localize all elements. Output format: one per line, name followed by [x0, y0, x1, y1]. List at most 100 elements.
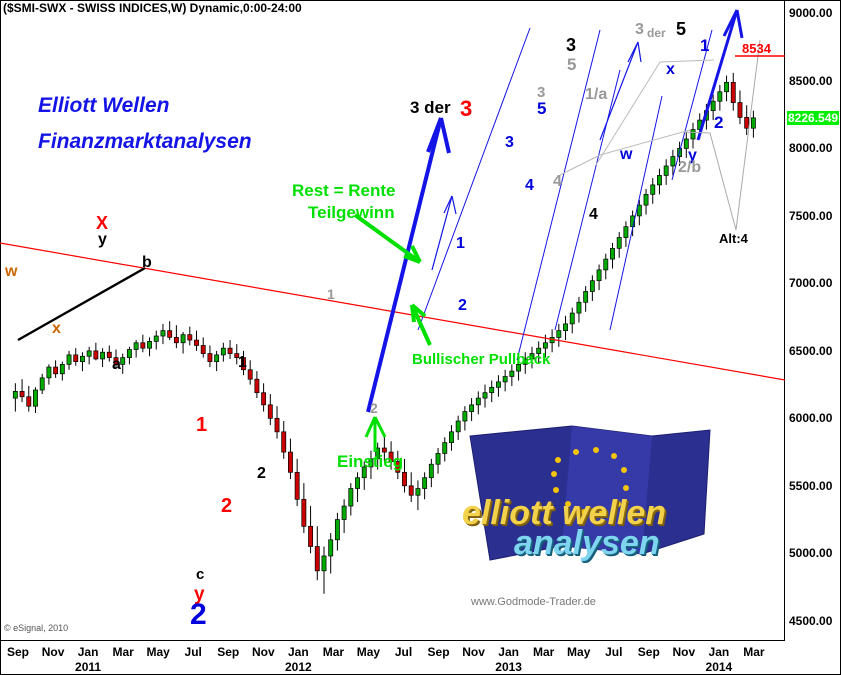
- date-tick-21: Mar: [743, 645, 765, 659]
- wave-3-black-u: 3: [566, 35, 577, 55]
- label-der-gray: der: [647, 26, 666, 40]
- date-tick-2: Jan: [77, 645, 99, 659]
- date-tick-0: Sep: [6, 645, 30, 659]
- plot-area-frame: [0, 0, 785, 641]
- date-tick-12: Sep: [427, 645, 450, 659]
- channel-line-b: [516, 29, 601, 361]
- wave-x-blue: x: [666, 61, 675, 78]
- label-5-black-top: 5: [676, 19, 687, 39]
- alt4-projection-path: [682, 39, 761, 231]
- gray-structure-line-2: [595, 59, 715, 166]
- wave-1-red: 1: [196, 414, 208, 436]
- wave-2-red: 2: [221, 495, 233, 517]
- price-tick-7500-00: 7500.00: [789, 208, 833, 223]
- label-3der: 3 der: [410, 98, 451, 117]
- eu-flag-shape: [469, 425, 711, 561]
- brand-line-2: Finanzmarktanalysen: [38, 130, 252, 153]
- price-tick-4500-00: 4500.00: [789, 613, 833, 628]
- wave-x-left: x: [52, 320, 61, 337]
- wave-w-blue: w: [620, 146, 633, 163]
- wave-2-black: 2: [257, 465, 266, 482]
- date-tick-19: Nov: [672, 645, 696, 659]
- watermark-logo: elliott wellen analysen: [452, 424, 728, 587]
- date-tick-16: May: [567, 645, 591, 659]
- label-1a-gray: 1/a: [585, 86, 608, 103]
- date-tick-20: Jan: [708, 645, 730, 659]
- wave-y-black: y: [98, 231, 107, 248]
- price-tick-8000-00: 8000.00: [789, 141, 833, 156]
- candlestick-canvas: [0, 9, 785, 594]
- year-label-2014: 2014: [705, 660, 733, 674]
- wave-2-gray-mid: 2: [370, 400, 378, 416]
- wave-2-blue-a: 2: [458, 297, 467, 314]
- wave-1-blue-b: 1: [700, 36, 710, 55]
- wave-y-blue: y: [688, 147, 697, 164]
- date-tick-10: May: [356, 645, 381, 659]
- wave-4-gray: 4: [553, 173, 562, 190]
- wave-a-black: a: [112, 356, 121, 373]
- price-tick-9000-00: 9000.00: [789, 6, 833, 21]
- wave-1-blue-a: 1: [456, 235, 465, 252]
- target-price-label: 8534: [742, 41, 771, 56]
- date-tick-3: Mar: [112, 645, 134, 659]
- wave-3-blue: 3: [505, 134, 514, 151]
- price-tick-5500-00: 5500.00: [789, 478, 833, 493]
- label-alt4: Alt:4: [719, 231, 748, 246]
- date-tick-1: Nov: [41, 645, 65, 659]
- wave-4-blue: 4: [525, 177, 534, 194]
- year-label-2011: 2011: [75, 660, 102, 674]
- wave-1-gray-mid: 1: [327, 286, 335, 302]
- chart-title: ($SMI-SWX - SWISS INDICES,W) Dynamic,0:0…: [3, 1, 302, 15]
- gray-structure-line-1: [559, 129, 691, 176]
- price-axis[interactable]: 9000.00 8500.00 8000.00 7500.00 7000.00 6500.…: [786, 0, 841, 641]
- wave-y-red: y: [194, 584, 205, 605]
- last-price-badge: 8226.549: [787, 110, 840, 125]
- date-tick-13: Nov: [462, 645, 485, 659]
- date-tick-9: Mar: [322, 645, 345, 659]
- wave-1-black: 1: [238, 354, 247, 371]
- wave-2-blue-big: 2: [190, 598, 207, 631]
- arrow-rest-rente: [353, 213, 422, 264]
- wave-4-black: 4: [589, 206, 598, 223]
- wave-c-black: c: [196, 566, 205, 583]
- price-tick-6000-00: 6000.00: [789, 411, 833, 426]
- callout-rest-rente-line2: Teilgewinn: [308, 203, 395, 222]
- wave-3-gray-l: 3: [537, 84, 546, 101]
- wave-5-gray-u: 5: [567, 55, 577, 74]
- date-axis[interactable]: Sep Nov Jan Mar May Jul Sep Nov Jan Mar May Jul Sep N…: [0, 642, 785, 675]
- impulse-arrow-right: [696, 9, 744, 141]
- channel-line-e: [671, 29, 713, 181]
- date-tick-7: Nov: [251, 645, 275, 659]
- wx-trendline: [17, 266, 146, 342]
- brand-line-1: Elliott Wellen: [38, 94, 170, 117]
- logo-text-primary: elliott wellen: [462, 494, 667, 532]
- copyright-notice: © eSignal, 2010: [4, 623, 69, 633]
- candlestick-series: [12, 72, 756, 594]
- impulse-arrow-sub: [431, 195, 457, 271]
- channel-line-c: [554, 69, 621, 331]
- wave-w-left: w: [5, 263, 18, 280]
- arrow-bullischer-pullback: [410, 303, 432, 346]
- date-tick-18: Sep: [637, 645, 660, 659]
- date-tick-17: Jul: [605, 645, 623, 659]
- price-tick-5000-00: 5000.00: [789, 546, 833, 561]
- wave-2-blue-b: 2: [714, 113, 724, 132]
- logo-text-secondary: analysen: [514, 524, 660, 562]
- label-3der-gray: 3: [635, 21, 644, 38]
- label-2b-gray: 2/b: [678, 159, 702, 176]
- price-tick-6500-00: 6500.00: [789, 343, 833, 358]
- arrow-einstieg: [364, 416, 387, 452]
- impulse-arrow-primary: [366, 117, 451, 413]
- callout-einstieg: Einstieg: [337, 452, 404, 471]
- price-tick-8500-00: 8500.00: [789, 73, 833, 88]
- wave-5-blue-l: 5: [537, 99, 547, 118]
- date-tick-11: Jul: [394, 645, 413, 659]
- date-tick-15: Mar: [532, 645, 555, 659]
- callout-rest-rente-line1: Rest = Rente: [292, 181, 396, 200]
- date-tick-5: Jul: [184, 645, 202, 659]
- date-tick-6: Sep: [217, 645, 240, 659]
- year-label-2013: 2013: [495, 660, 522, 674]
- wave-X-red: X: [96, 213, 109, 233]
- date-tick-4: May: [146, 645, 170, 659]
